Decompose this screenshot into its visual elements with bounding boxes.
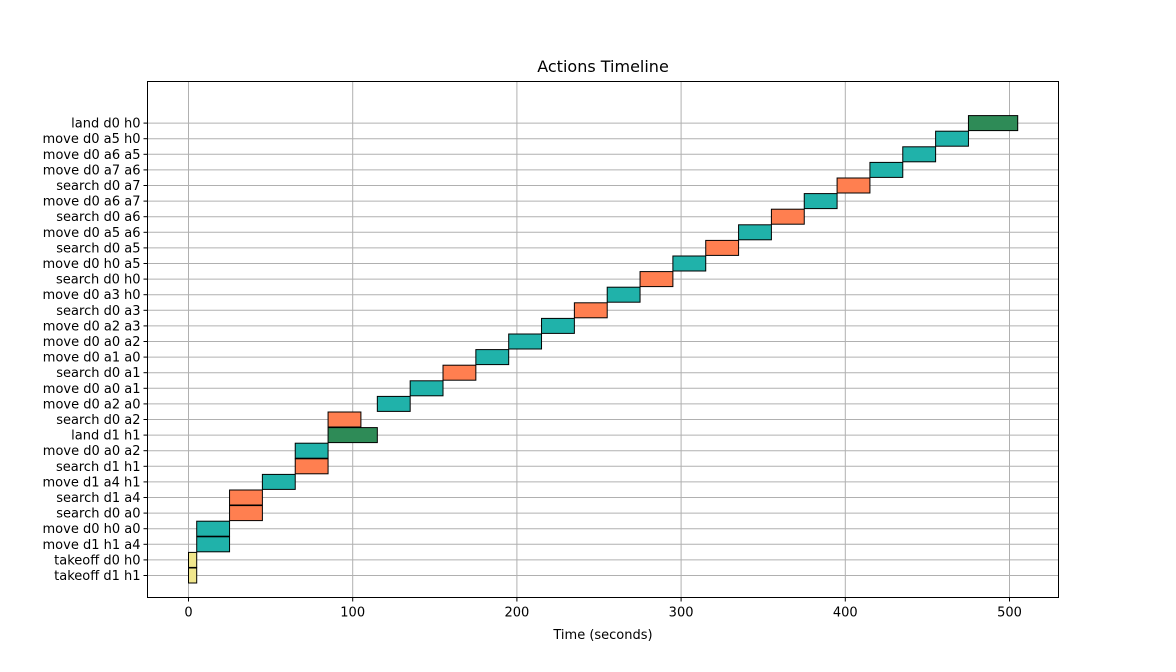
action-bar bbox=[229, 489, 263, 506]
y-tick-label: takeoff d1 h1 bbox=[54, 569, 140, 584]
action-bar bbox=[639, 271, 674, 288]
x-tick-label: 200 bbox=[504, 606, 529, 621]
action-bar bbox=[508, 333, 543, 350]
x-tick-label: 400 bbox=[833, 606, 858, 621]
y-tick-label: move d0 a0 a1 bbox=[43, 382, 141, 397]
action-bar bbox=[967, 115, 1019, 132]
grid-lines bbox=[147, 81, 1059, 598]
action-bar bbox=[294, 442, 329, 459]
y-tick-label: move d0 a1 a0 bbox=[43, 351, 141, 366]
y-tick-label: move d0 a0 a2 bbox=[43, 444, 141, 459]
action-bar bbox=[672, 255, 707, 272]
x-axis-label: Time (seconds) bbox=[552, 628, 652, 643]
y-tick-label: search d1 a4 bbox=[56, 491, 140, 506]
action-bar bbox=[869, 161, 904, 178]
action-bar bbox=[803, 193, 838, 210]
y-tick-label: search d0 h0 bbox=[56, 273, 140, 288]
plot-frame bbox=[147, 81, 1059, 598]
y-tick-label: move d0 a2 a3 bbox=[43, 319, 141, 334]
y-tick-label: move d0 a5 h0 bbox=[43, 132, 141, 147]
action-bar bbox=[188, 551, 198, 568]
action-bar bbox=[261, 473, 296, 490]
y-tick-label: search d0 a1 bbox=[56, 366, 140, 381]
y-tick-label: move d0 h0 a5 bbox=[43, 257, 141, 272]
action-bar bbox=[836, 177, 871, 194]
y-tick-label: takeoff d0 h0 bbox=[54, 553, 140, 568]
action-bar bbox=[902, 146, 937, 163]
y-tick-label: move d0 a6 a7 bbox=[43, 195, 141, 210]
action-bar bbox=[475, 349, 510, 366]
y-tick-label: move d0 a0 a2 bbox=[43, 335, 141, 350]
action-bar bbox=[935, 130, 969, 147]
x-tick-label: 500 bbox=[997, 606, 1022, 621]
y-tick-label: move d0 a2 a0 bbox=[43, 397, 141, 412]
y-tick-label: move d0 a7 a6 bbox=[43, 163, 141, 178]
y-tick-label: search d0 a5 bbox=[56, 241, 140, 256]
action-bar bbox=[188, 567, 198, 584]
chart-title: Actions Timeline bbox=[537, 57, 669, 76]
action-bar bbox=[606, 286, 641, 303]
action-bar bbox=[705, 239, 740, 256]
y-tick-label: move d0 h0 a0 bbox=[43, 522, 141, 537]
y-tick-label: move d1 h1 a4 bbox=[43, 538, 141, 553]
action-bar bbox=[770, 208, 805, 225]
action-bar bbox=[294, 458, 329, 475]
x-tick-label: 300 bbox=[669, 606, 694, 621]
action-bar bbox=[573, 302, 608, 319]
action-bar bbox=[229, 505, 263, 522]
y-tick-label: search d0 a2 bbox=[56, 413, 140, 428]
action-bar bbox=[442, 364, 477, 381]
action-bar bbox=[327, 411, 362, 428]
action-bar bbox=[196, 520, 231, 537]
y-tick-label: search d0 a7 bbox=[56, 179, 140, 194]
y-tick-label: land d0 h0 bbox=[71, 117, 140, 132]
action-bar bbox=[738, 224, 772, 241]
y-tick-label: move d1 a4 h1 bbox=[43, 475, 141, 490]
x-tick-label: 100 bbox=[340, 606, 365, 621]
action-bar bbox=[327, 427, 378, 444]
y-tick-label: search d0 a3 bbox=[56, 304, 140, 319]
action-bar bbox=[376, 395, 411, 412]
y-tick-label: search d0 a6 bbox=[56, 210, 140, 225]
y-tick-label: move d0 a6 a5 bbox=[43, 148, 141, 163]
x-tick-label: 0 bbox=[184, 606, 192, 621]
y-tick-label: search d0 a0 bbox=[56, 507, 140, 522]
y-tick-label: land d1 h1 bbox=[71, 429, 140, 444]
action-bars bbox=[188, 115, 1019, 584]
action-bar bbox=[541, 317, 575, 334]
action-bar bbox=[196, 536, 231, 553]
y-tick-label: search d1 h1 bbox=[56, 460, 140, 475]
action-bar bbox=[409, 380, 444, 397]
y-tick-label: move d0 a3 h0 bbox=[43, 288, 141, 303]
y-tick-label: move d0 a5 a6 bbox=[43, 226, 141, 241]
